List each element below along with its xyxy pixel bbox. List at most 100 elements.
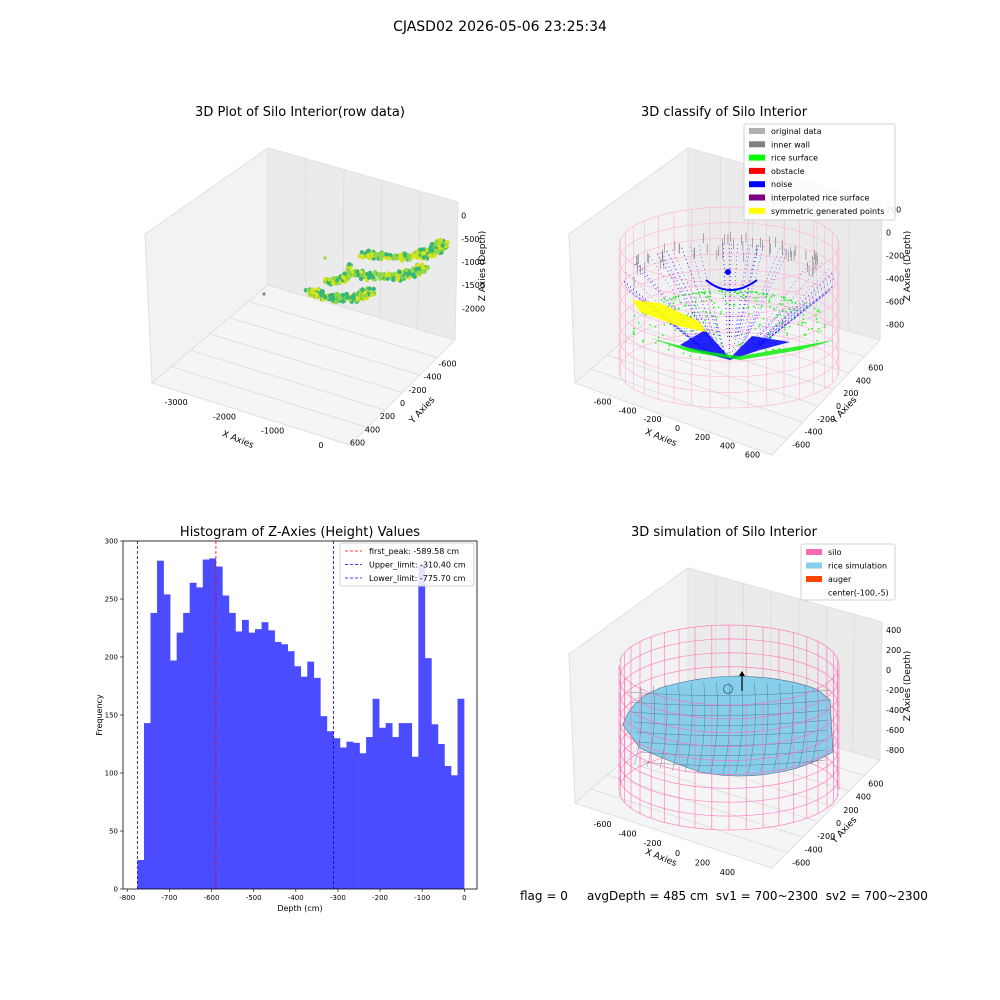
data-point — [802, 321, 805, 324]
histogram-bar — [163, 594, 171, 889]
data-point — [340, 292, 346, 298]
data-point — [407, 257, 412, 262]
data-point — [817, 331, 819, 333]
data-point — [765, 296, 768, 298]
data-point — [669, 297, 672, 300]
data-point — [804, 334, 807, 336]
data-point — [784, 326, 786, 329]
y-tick-label: 200 — [380, 412, 395, 421]
data-point — [671, 298, 673, 301]
data-point — [817, 309, 820, 311]
data-point — [753, 297, 756, 300]
z-tick-label: -1000 — [462, 258, 485, 267]
data-point — [672, 249, 714, 339]
y-tick-label: 0 — [114, 886, 118, 894]
z-tick-label: 400 — [886, 626, 901, 635]
legend-label: obstacle — [771, 167, 805, 176]
data-point — [709, 293, 712, 295]
data-point — [376, 273, 381, 278]
data-point — [705, 311, 708, 313]
data-point — [369, 292, 375, 297]
data-point — [689, 355, 691, 357]
data-point — [713, 306, 715, 309]
data-point — [632, 330, 635, 333]
data-point — [323, 277, 328, 282]
histogram-ylabel: Frequency — [95, 694, 104, 736]
histogram-bar — [372, 698, 380, 889]
y-tick-label: 100 — [105, 770, 118, 778]
data-point — [758, 278, 835, 345]
histogram-bar — [424, 658, 432, 889]
histogram-title: Histogram of Z-Axies (Height) Values — [180, 525, 420, 540]
legend-swatch — [749, 194, 765, 201]
data-point — [715, 338, 718, 340]
data-point — [674, 296, 677, 298]
data-point — [638, 322, 640, 324]
data-point — [742, 296, 745, 299]
histogram-bar — [294, 666, 302, 889]
surface-mesh-line — [640, 749, 827, 756]
figure-suptitle: CJASD02 2026-05-06 23:25:34 — [393, 19, 607, 35]
data-point — [716, 317, 718, 319]
data-point — [722, 297, 724, 299]
data-point — [758, 293, 760, 296]
data-point — [743, 248, 780, 339]
data-point — [733, 305, 735, 308]
data-point — [694, 292, 696, 295]
simulation-legend: silo rice simulation auger center(-100,-5) — [800, 543, 896, 601]
data-point — [758, 272, 833, 344]
histogram-xlabel: Depth (cm) — [277, 904, 322, 913]
plot-raw-zlabel: Z Axies (Depth) — [478, 231, 488, 302]
data-point — [748, 313, 751, 315]
data-point — [713, 315, 725, 353]
legend-swatch — [749, 181, 765, 188]
data-point — [786, 334, 788, 337]
silo-ring — [618, 664, 839, 706]
data-point — [783, 298, 785, 301]
legend-swatch — [749, 207, 765, 214]
legend-label: noise — [771, 180, 792, 189]
x-tick-label: 400 — [720, 868, 735, 877]
data-point — [404, 267, 409, 273]
y-tick-label: 0 — [836, 402, 841, 411]
x-tick-label: -500 — [246, 894, 262, 902]
data-point — [708, 290, 711, 293]
data-point — [381, 272, 386, 278]
data-point — [626, 272, 700, 344]
plot-histogram: Histogram of Z-Axies (Height) Values -80… — [95, 525, 478, 913]
histogram-bar — [385, 723, 393, 889]
data-point — [750, 290, 752, 293]
legend-label: Upper_limit: -310.40 cm — [369, 561, 466, 570]
legend-label: first_peak: -589.58 cm — [369, 547, 459, 556]
y-tick-label: 600 — [868, 780, 883, 789]
data-point — [373, 252, 378, 258]
data-point — [762, 317, 765, 320]
data-point — [704, 291, 707, 293]
data-point — [623, 281, 700, 346]
x-tick-label: 200 — [695, 433, 710, 442]
data-point — [775, 316, 777, 319]
z-tick-label: -800 — [886, 746, 904, 755]
data-point — [721, 291, 724, 294]
plot-raw-xlabel: X Axies — [220, 429, 255, 451]
y-tick-label: 200 — [843, 806, 858, 815]
data-point — [738, 291, 741, 294]
data-point — [262, 292, 266, 296]
surface-mesh-line — [735, 682, 743, 774]
data-point — [720, 311, 722, 313]
z-tick-label: -200 — [886, 686, 904, 695]
data-point — [420, 251, 425, 256]
x-tick-label: -3000 — [164, 398, 187, 407]
histogram-bar — [346, 741, 354, 889]
data-point — [780, 322, 783, 325]
legend-label: auger — [828, 575, 852, 584]
silo-ring — [618, 776, 839, 817]
data-point — [771, 293, 774, 296]
legend-swatch — [749, 141, 765, 148]
data-point — [700, 291, 703, 294]
data-point — [784, 329, 786, 331]
data-point — [367, 286, 372, 291]
data-point — [803, 302, 806, 305]
data-point — [704, 314, 723, 353]
data-point — [667, 250, 712, 339]
